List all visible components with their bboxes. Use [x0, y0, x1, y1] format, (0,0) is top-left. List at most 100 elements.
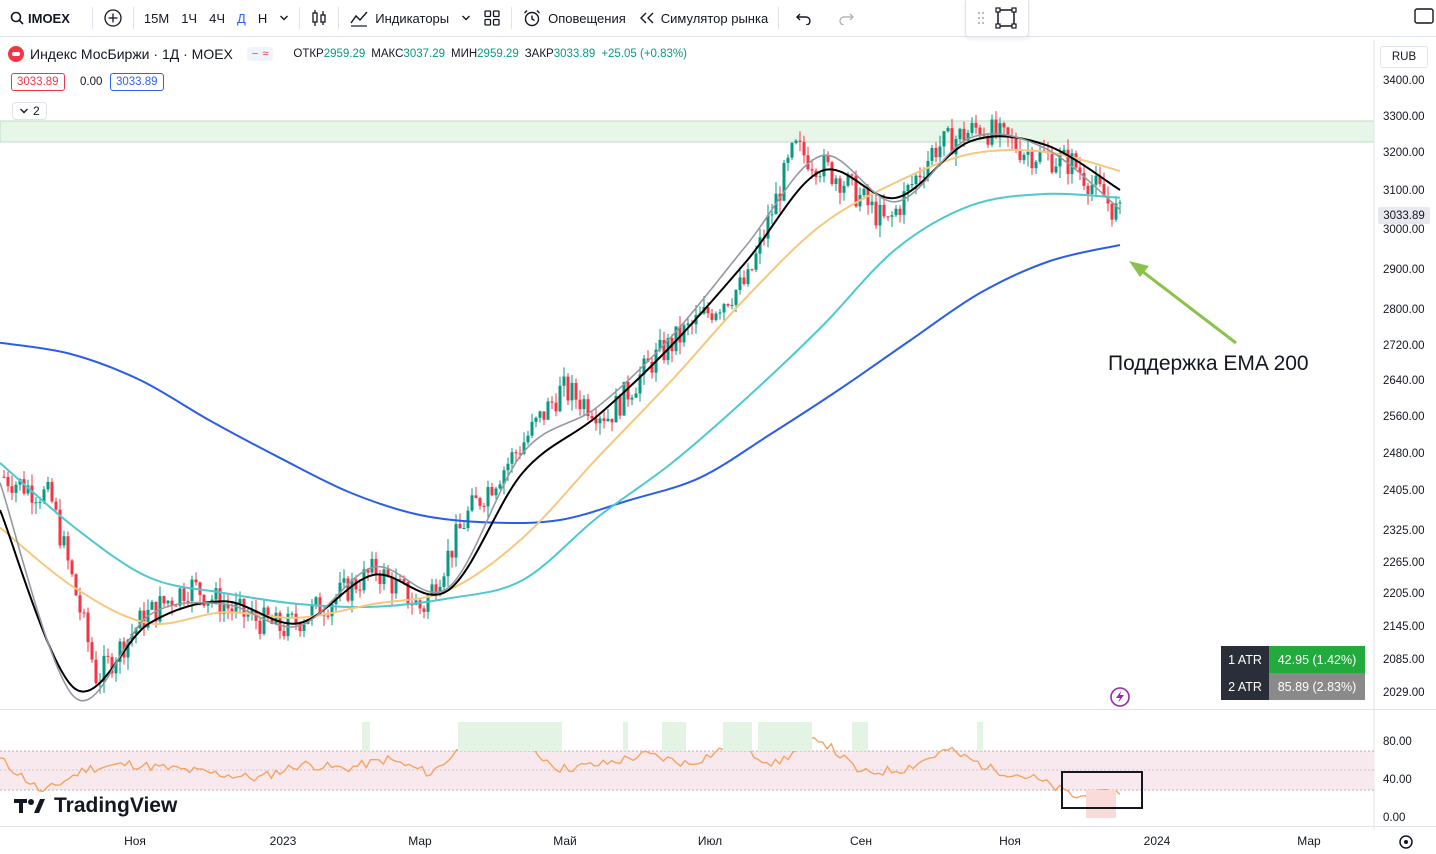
- candle-body: [606, 418, 610, 422]
- candle-body: [490, 487, 494, 496]
- compare-button[interactable]: [97, 0, 129, 36]
- candle-body: [630, 397, 634, 400]
- interval-1h[interactable]: 1Ч: [181, 10, 198, 26]
- candle-body: [550, 401, 554, 403]
- candle-body: [746, 269, 750, 285]
- redo-button[interactable]: [825, 0, 867, 36]
- candle-body: [754, 253, 758, 270]
- alerts-button[interactable]: Оповещения: [516, 0, 632, 36]
- candle-body: [658, 339, 662, 350]
- window-icon: [1414, 8, 1434, 24]
- candle-body: [470, 495, 474, 511]
- ema-line: [0, 135, 1121, 693]
- annotation-text[interactable]: Поддержка EMA 200: [1108, 352, 1309, 375]
- replay-button[interactable]: Симулятор рынка: [632, 0, 774, 36]
- candle-body: [74, 574, 78, 596]
- indicators-count: 2: [33, 104, 40, 118]
- interval-4h[interactable]: 4Ч: [209, 10, 226, 26]
- candle-body: [66, 536, 70, 561]
- candle-body: [642, 358, 646, 375]
- candle-body: [582, 399, 586, 410]
- rsi-overbought-zone: [458, 722, 562, 751]
- candle-body: [38, 502, 42, 504]
- time-axis[interactable]: Ноя 2023 Мар Май Июл Сен Ноя 2024 Мар: [124, 834, 1321, 848]
- candle-body: [382, 569, 386, 584]
- rsi-tick-label: 40.00: [1383, 774, 1412, 786]
- undo-button[interactable]: [783, 0, 825, 36]
- candle-body: [570, 382, 574, 401]
- window-layout-button[interactable]: [1414, 7, 1434, 30]
- rsi-highlight-box[interactable]: [1061, 771, 1143, 809]
- candle-body: [810, 169, 814, 171]
- symbol-search[interactable]: IMOEX: [0, 0, 76, 36]
- candle-body: [1114, 203, 1118, 220]
- legend-title[interactable]: Индекс МосБиржи · 1Д · MOEX: [30, 46, 233, 62]
- candle-body: [378, 574, 382, 584]
- candle-body: [110, 656, 114, 674]
- bid-price[interactable]: 3033.89: [11, 73, 65, 91]
- annotation-arrow[interactable]: [1129, 261, 1237, 345]
- candle-body: [462, 528, 466, 530]
- candle-body: [886, 216, 890, 218]
- ema-lines: [0, 132, 1121, 702]
- indicators-dropdown[interactable]: [455, 0, 477, 36]
- candle-body: [850, 174, 854, 176]
- rsi-overbought-zone: [723, 722, 752, 751]
- divider: [338, 7, 340, 29]
- indicators-button[interactable]: Индикаторы: [343, 0, 455, 36]
- interval-day[interactable]: Д: [237, 10, 246, 26]
- interval-week[interactable]: Н: [257, 10, 268, 26]
- candle-body: [270, 618, 274, 625]
- candle-body: [358, 589, 362, 591]
- close-label: ЗАКР: [524, 48, 554, 60]
- candle-body: [502, 470, 506, 485]
- candle-body: [738, 277, 742, 290]
- candle-body: [930, 147, 934, 161]
- legend-pill[interactable]: − ≈: [246, 47, 274, 61]
- candle-body: [1094, 175, 1098, 185]
- atr-value: 85.89 (2.83%): [1269, 673, 1365, 700]
- candle-body: [282, 630, 286, 637]
- candle-body: [1062, 149, 1066, 153]
- interval-15m[interactable]: 15M: [143, 10, 170, 26]
- templates-button[interactable]: [477, 0, 507, 36]
- chart-type-button[interactable]: [304, 0, 334, 36]
- resistance-zone[interactable]: [0, 120, 1375, 143]
- fullscreen-icon[interactable]: [994, 6, 1018, 30]
- chevron-down-icon: [462, 15, 471, 21]
- indicators-toggle[interactable]: 2: [12, 102, 47, 120]
- lightning-icon[interactable]: [1110, 687, 1130, 707]
- candle-body: [638, 374, 642, 394]
- candle-body: [1106, 197, 1110, 204]
- ask-price[interactable]: 3033.89: [110, 73, 164, 91]
- candle-body: [706, 307, 710, 314]
- interval-dropdown[interactable]: [273, 0, 295, 36]
- brand-name: TradingView: [54, 794, 178, 817]
- price-tick-label: 2029.00: [1383, 687, 1425, 699]
- price-axis[interactable]: 3400.00 3300.00 3200.00 3100.00 3000.00 2900.…: [1383, 75, 1425, 699]
- tradingview-logo[interactable]: TradingView: [14, 794, 177, 818]
- candle-body: [558, 385, 562, 412]
- candle-body: [482, 505, 486, 507]
- candle-body: [506, 463, 510, 471]
- price-chart[interactable]: 3400.00 3300.00 3200.00 3100.00 3000.00 2900.…: [0, 38, 1436, 854]
- candle-body: [494, 488, 498, 496]
- candle-body: [750, 269, 754, 271]
- candle-body: [906, 185, 910, 192]
- price-tick-label: 2145.00: [1383, 621, 1425, 633]
- candle-body: [162, 596, 166, 604]
- candle-body: [366, 569, 370, 573]
- rsi-axis[interactable]: 80.00 40.00 0.00: [1383, 736, 1412, 824]
- currency-button[interactable]: RUB: [1380, 46, 1428, 68]
- drag-handle-icon[interactable]: [976, 10, 986, 26]
- candle-body: [350, 579, 354, 601]
- candle-body: [934, 147, 938, 158]
- candle-body: [242, 598, 246, 617]
- price-tick-label: 2265.00: [1383, 557, 1425, 569]
- candle-body: [518, 453, 522, 455]
- gear-icon[interactable]: [1399, 835, 1413, 849]
- change-value: +25.05 (+0.83%): [601, 48, 687, 60]
- candle-body: [574, 382, 578, 400]
- candle-body: [902, 191, 906, 215]
- candle-body: [14, 484, 18, 493]
